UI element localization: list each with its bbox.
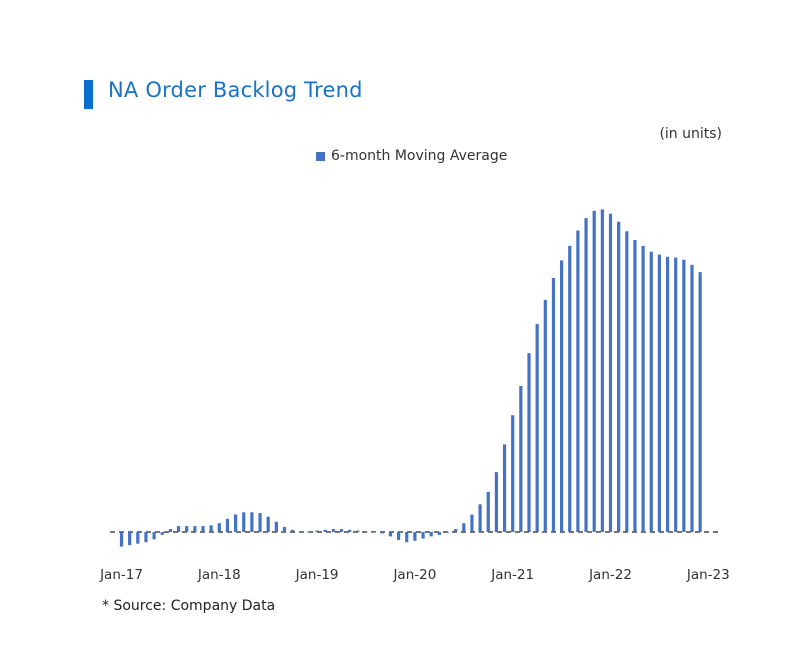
bar-12 [217,523,221,532]
bar-39 [437,532,441,535]
units-note: (in units) [659,126,722,142]
bar-4 [152,532,156,540]
x-tick-label: Jan-23 [686,567,730,583]
bar-37 [421,532,425,539]
bar-50 [527,353,531,532]
bar-57 [584,218,588,532]
bar-33 [388,532,393,537]
bar-35 [405,532,409,543]
bar-15 [242,512,246,532]
bar-66 [657,254,661,532]
bar-6 [168,529,172,532]
bar-59 [600,209,604,532]
x-tick-label: Jan-17 [99,567,143,583]
bar-3 [144,532,148,543]
bar-21 [291,529,295,532]
bar-54 [560,260,564,532]
bar-65 [649,251,653,532]
bar-45 [486,491,490,532]
bar-14 [234,514,238,532]
bar-23 [307,532,311,533]
bar-28 [348,529,352,532]
bar-2 [136,532,140,544]
x-tick-label: Jan-21 [490,567,534,583]
bar-22 [299,531,303,532]
legend-label: 6-month Moving Average [331,148,508,164]
bar-55 [568,245,572,532]
bar-16 [250,512,254,532]
bar-49 [519,386,523,532]
bar-25 [323,529,327,532]
chart-legend: 6-month Moving Average [316,148,507,164]
legend-swatch [316,151,325,161]
source-note: * Source: Company Data [102,598,276,614]
bar-70 [690,264,694,532]
bar-67 [665,256,670,532]
bar-9 [193,526,197,532]
bar-0 [119,532,124,547]
bar-53 [551,277,556,532]
bar-68 [674,257,678,532]
bar-10 [201,526,205,532]
bar-17 [258,513,262,532]
bar-69 [682,259,686,532]
bar-38 [429,532,433,537]
bar-18 [266,516,270,532]
bar-40 [445,532,450,533]
bar-58 [592,210,596,533]
bar-43 [470,514,474,532]
bar-26 [331,529,335,532]
bar-62 [625,231,629,533]
bar-34 [397,532,401,541]
bar-52 [543,299,547,532]
bar-31 [372,532,376,533]
bar-7 [176,526,181,532]
bar-1 [128,532,132,546]
bar-60 [608,213,613,532]
bar-71 [698,272,702,532]
bar-64 [641,245,645,532]
bar-44 [478,504,482,532]
bar-36 [413,532,417,541]
bar-51 [535,323,539,532]
bar-20 [282,526,287,532]
bar-29 [356,530,360,532]
bar-24 [315,530,319,532]
bar-46 [494,472,498,532]
title-accent-bar [84,80,93,109]
bar-27 [339,529,344,532]
bar-8 [185,526,189,532]
chart-title: NA Order Backlog Trend [108,78,363,102]
bar-47 [502,444,507,532]
x-tick-label: Jan-22 [588,567,632,583]
bar-61 [617,221,621,532]
x-tick-label: Jan-18 [197,567,241,583]
x-tick-label: Jan-19 [295,567,339,583]
bar-5 [160,532,164,535]
x-tick-label: Jan-20 [392,567,436,583]
bar-42 [462,523,466,532]
bar-30 [364,531,368,532]
bar-32 [380,532,384,534]
bar-19 [274,521,278,532]
bar-48 [511,415,515,532]
bar-13 [225,518,230,532]
bar-41 [454,529,458,532]
bar-56 [576,230,580,532]
bar-11 [209,525,213,532]
bar-63 [633,240,637,532]
